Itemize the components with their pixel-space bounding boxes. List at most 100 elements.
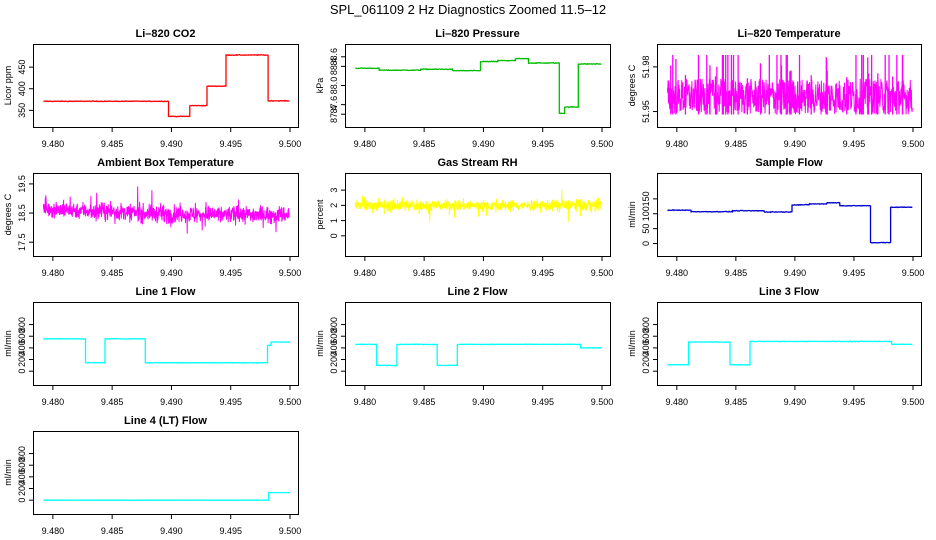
- x-tick-label: 9.480: [666, 268, 689, 278]
- x-tick-label: 9.495: [531, 397, 554, 407]
- y-tick-label: 1: [329, 218, 339, 223]
- chart-title: Line 4 (LT) Flow: [124, 415, 207, 427]
- y-tick-label: 800: [329, 317, 339, 332]
- y-tick-label: 200: [641, 352, 651, 367]
- chart-panel: Ambient Box Temperature degrees C 9.480 9.4…: [3, 157, 301, 278]
- data-line: [355, 57, 602, 115]
- x-tick-label: 9.500: [591, 139, 614, 149]
- x-tick-label: 9.480: [354, 139, 377, 149]
- y-tick-label: 51.95: [641, 100, 651, 123]
- plot-frame: [345, 302, 611, 386]
- x-tick-label: 9.495: [219, 139, 242, 149]
- y-tick-label: 800: [17, 317, 27, 332]
- y-tick-label: 200: [329, 352, 339, 367]
- x-tick-label: 9.480: [42, 397, 65, 407]
- x-tick-label: 9.500: [902, 397, 925, 407]
- y-tick-label: 150: [641, 191, 651, 206]
- chart-title: Line 2 Flow: [448, 286, 508, 298]
- y-tick-label: 400: [17, 340, 27, 355]
- y-tick-label: 200: [17, 481, 27, 496]
- x-tick-label: 9.480: [42, 268, 65, 278]
- x-tick-label: 9.490: [160, 526, 183, 536]
- x-tick-label: 9.500: [279, 139, 302, 149]
- plot-frame: [657, 173, 922, 257]
- chart-panel: Line 3 Flow ml/min 9.480 9.485 9.490 9.495 9.5…: [627, 286, 924, 407]
- y-axis-label: degrees C: [627, 64, 637, 106]
- y-tick-label: 0: [641, 369, 651, 374]
- y-tick-label: 350: [17, 103, 27, 118]
- data-line: [667, 340, 913, 366]
- x-tick-label: 9.495: [843, 268, 866, 278]
- y-tick-label: 0: [17, 498, 27, 503]
- x-tick-label: 9.485: [725, 139, 748, 149]
- x-tick-label: 9.480: [666, 139, 689, 149]
- y-tick-label: 200: [17, 352, 27, 367]
- x-tick-label: 9.490: [472, 139, 495, 149]
- data-line: [42, 337, 290, 364]
- plot-frame: [33, 431, 299, 515]
- y-tick-label: 0: [641, 241, 651, 246]
- plot-frame: [33, 302, 299, 386]
- x-tick-label: 9.490: [160, 397, 183, 407]
- y-tick-label: 19.5: [17, 175, 27, 193]
- chart-panel: Line 4 (LT) Flow ml/min 9.480 9.485 9.490 9.4…: [3, 415, 301, 536]
- x-tick-label: 9.495: [219, 397, 242, 407]
- x-tick-label: 9.480: [42, 139, 65, 149]
- chart-panel: Li–820 Pressure kPa 9.480 9.485 9.490 9.495 9.…: [315, 28, 613, 149]
- y-axis-label: ml/min: [627, 201, 637, 228]
- chart-panel: Line 1 Flow ml/min 9.480 9.485 9.490 9.495 9.5…: [3, 286, 301, 407]
- y-tick-label: 51.98: [641, 56, 651, 79]
- plot-frame: [657, 302, 922, 386]
- x-tick-label: 9.490: [160, 139, 183, 149]
- x-tick-label: 9.485: [725, 397, 748, 407]
- chart-title: Ambient Box Temperature: [97, 157, 234, 169]
- chart-panel: Li–820 Temperature degrees C 9.480 9.485 9.4…: [627, 28, 924, 149]
- y-tick-label: 600: [17, 458, 27, 473]
- data-line: [667, 201, 913, 244]
- y-axis-label: Licor ppm: [3, 66, 13, 106]
- x-tick-label: 9.480: [666, 397, 689, 407]
- y-axis-label: percent: [315, 199, 325, 230]
- y-tick-label: 17.5: [17, 233, 27, 251]
- y-axis-label: ml/min: [627, 330, 637, 357]
- y-axis-label: degrees C: [3, 193, 13, 235]
- y-tick-label: 800: [641, 317, 651, 332]
- chart-title: Sample Flow: [755, 157, 823, 169]
- y-tick-label: 18.5: [17, 204, 27, 222]
- y-tick-label: 50: [641, 224, 651, 234]
- chart-title: Li–820 CO2: [136, 28, 196, 40]
- y-tick-label: 2: [329, 203, 339, 208]
- y-axis-label: ml/min: [3, 459, 13, 486]
- y-tick-label: 400: [329, 340, 339, 355]
- y-tick-label: 88.6: [329, 48, 339, 66]
- y-axis-label: ml/min: [3, 330, 13, 357]
- chart-title: Gas Stream RH: [437, 157, 517, 169]
- x-tick-label: 9.485: [413, 397, 436, 407]
- chart-title: Li–820 Temperature: [737, 28, 840, 40]
- plot-frame: [33, 173, 299, 257]
- y-tick-label: 600: [17, 329, 27, 344]
- x-tick-label: 9.490: [472, 268, 495, 278]
- x-tick-label: 9.500: [279, 526, 302, 536]
- y-tick-label: 0: [17, 369, 27, 374]
- x-tick-label: 9.490: [160, 268, 183, 278]
- y-tick-label: 87.6: [329, 96, 339, 114]
- x-tick-label: 9.495: [531, 139, 554, 149]
- x-tick-label: 9.495: [843, 139, 866, 149]
- y-tick-label: 400: [17, 469, 27, 484]
- plot-frame: [345, 173, 611, 257]
- x-tick-label: 9.485: [101, 139, 124, 149]
- chart-panel: Sample Flow ml/min 9.480 9.485 9.490 9.495 9.5…: [627, 157, 924, 278]
- plot-frame: [33, 44, 299, 128]
- x-tick-label: 9.485: [725, 268, 748, 278]
- y-tick-label: 450: [17, 60, 27, 75]
- y-tick-label: 0: [329, 369, 339, 374]
- chart-title: Line 3 Flow: [759, 286, 819, 298]
- chart-panel: Gas Stream RH percent 9.480 9.485 9.490 9.495…: [315, 157, 613, 278]
- x-tick-label: 9.495: [843, 397, 866, 407]
- x-tick-label: 9.490: [472, 397, 495, 407]
- y-tick-label: 3: [329, 188, 339, 193]
- plot-frame: [345, 44, 611, 128]
- x-tick-label: 9.500: [902, 139, 925, 149]
- y-axis-label: ml/min: [315, 330, 325, 357]
